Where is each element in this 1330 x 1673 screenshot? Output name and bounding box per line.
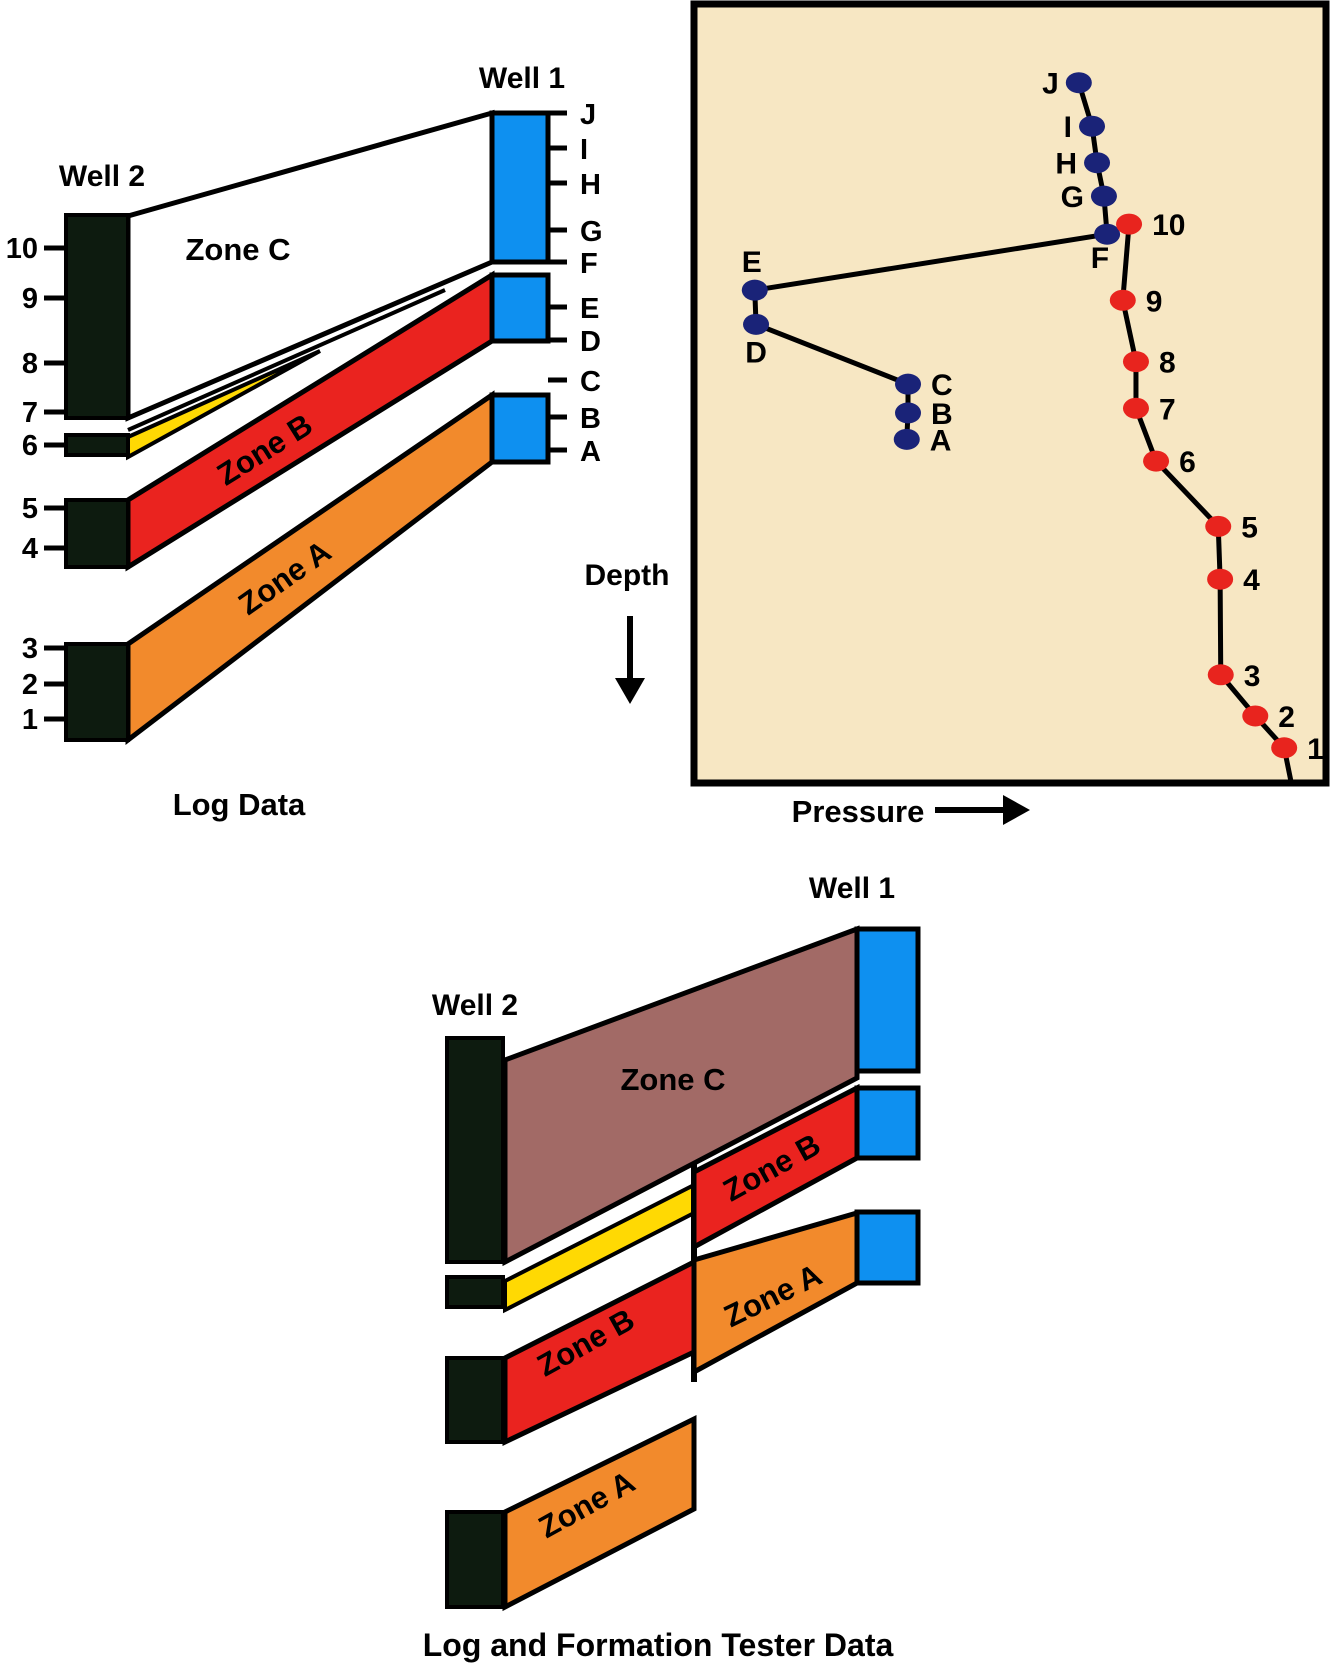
data-point-label: 8 [1159, 347, 1176, 380]
thin-boundary-line [127, 288, 446, 432]
data-point [1205, 515, 1232, 537]
data-point-label: 2 [1278, 701, 1295, 734]
data-point-label: 4 [1243, 564, 1260, 597]
well2-depth-ticks: 10 9 8 76 5 4 3 21 [6, 233, 66, 736]
well1-column-segment [489, 272, 551, 344]
well1-tick-label: H [580, 169, 601, 201]
data-point-label: 1 [1307, 733, 1324, 766]
well1-title: Well 1 [809, 872, 895, 905]
data-point-label: C [931, 369, 953, 402]
well2-column-segment [64, 433, 130, 457]
data-point-label: J [1042, 68, 1059, 101]
data-point [1207, 568, 1234, 590]
data-point [893, 428, 920, 450]
data-point [1143, 450, 1170, 472]
data-point [1079, 115, 1106, 137]
well1-tick-label: D [580, 326, 601, 358]
depth-axis-label: Depth [585, 559, 670, 592]
well2-tick-label: 10 [6, 233, 38, 265]
well2-column-segment [64, 498, 130, 569]
data-point [895, 373, 922, 395]
well1-tick-label: E [580, 293, 599, 325]
data-point [743, 313, 770, 335]
data-point [895, 402, 922, 424]
well1-tick-label: F [580, 248, 598, 280]
tester-data-caption: Log and Formation Tester Data [423, 1627, 894, 1663]
well2-tick-label: 5 [22, 493, 38, 525]
pressure-arrow-head-icon [1003, 795, 1030, 825]
well2-column-segment [445, 1510, 505, 1609]
well1-tick-label: A [580, 436, 601, 468]
data-point [1122, 351, 1149, 373]
well1-tick-label: I [580, 134, 588, 166]
well2-column-segment [64, 642, 130, 742]
well1-column-segment [854, 1085, 921, 1161]
data-point [741, 279, 768, 301]
data-point-label: 10 [1152, 209, 1185, 242]
data-point-label: B [931, 398, 953, 431]
data-point [1271, 737, 1298, 759]
well2-column-segment [445, 1356, 505, 1444]
well2-tick-label: 9 [22, 283, 38, 315]
data-point [1242, 705, 1269, 727]
series-line [752, 81, 1110, 440]
data-point-label: 6 [1179, 446, 1196, 479]
data-point [1065, 72, 1092, 94]
well1-title: Well 1 [479, 62, 565, 95]
data-point [1094, 223, 1121, 245]
data-point [1084, 152, 1111, 174]
data-point [1116, 213, 1143, 235]
data-point-label: H [1055, 148, 1077, 181]
well1-tick-label: J [580, 99, 596, 131]
tester-data-panel: Well 2 Well 1 Zone C Zone B Zone B Zone … [423, 872, 921, 1663]
depth-arrow-head-icon [615, 678, 645, 704]
data-point-label: I [1064, 111, 1072, 144]
well1-column-segment [854, 926, 921, 1074]
well2-title: Well 2 [432, 989, 518, 1022]
well2-column-segment [445, 1036, 505, 1264]
well2-tick-label: 1 [22, 704, 38, 736]
data-point [1207, 664, 1234, 686]
data-point-label: 3 [1244, 660, 1261, 693]
well1-tick-label: G [580, 216, 603, 248]
well1-column-segment [854, 1209, 921, 1286]
well1-column-segment [489, 392, 551, 465]
zone-c-label: Zone C [620, 1062, 725, 1097]
well2-title: Well 2 [59, 160, 145, 193]
data-point-label: 7 [1159, 393, 1176, 426]
data-point-label: E [742, 246, 762, 279]
well1-column-segment [489, 110, 551, 265]
well1-tick-label: C [580, 366, 601, 398]
log-data-caption: Log Data [173, 787, 306, 822]
zone-c-label: Zone C [185, 232, 290, 267]
well2-tick-label: 2 [22, 669, 38, 701]
plot-area [690, 0, 1330, 787]
data-point-label: 5 [1241, 511, 1258, 544]
data-point-label: D [745, 336, 767, 369]
well1-tick-label: B [580, 403, 601, 435]
data-point [1109, 289, 1136, 311]
data-point-label: F [1091, 242, 1109, 275]
data-point-label: 9 [1146, 285, 1163, 318]
well2-tick-label: 3 [22, 633, 38, 665]
well2-tick-label: 6 [22, 430, 38, 462]
data-point [1122, 397, 1149, 419]
data-point [1090, 185, 1117, 207]
data-point-label: A [930, 424, 952, 457]
well2-tick-label: 8 [22, 348, 38, 380]
data-point-label: G [1061, 181, 1084, 214]
well2-tick-label: 4 [22, 533, 38, 565]
pressure-axis-label: Pressure [792, 794, 925, 829]
well2-tick-label: 7 [22, 397, 38, 429]
well2-column-segment [64, 213, 130, 420]
well2-column-segment [445, 1275, 505, 1309]
